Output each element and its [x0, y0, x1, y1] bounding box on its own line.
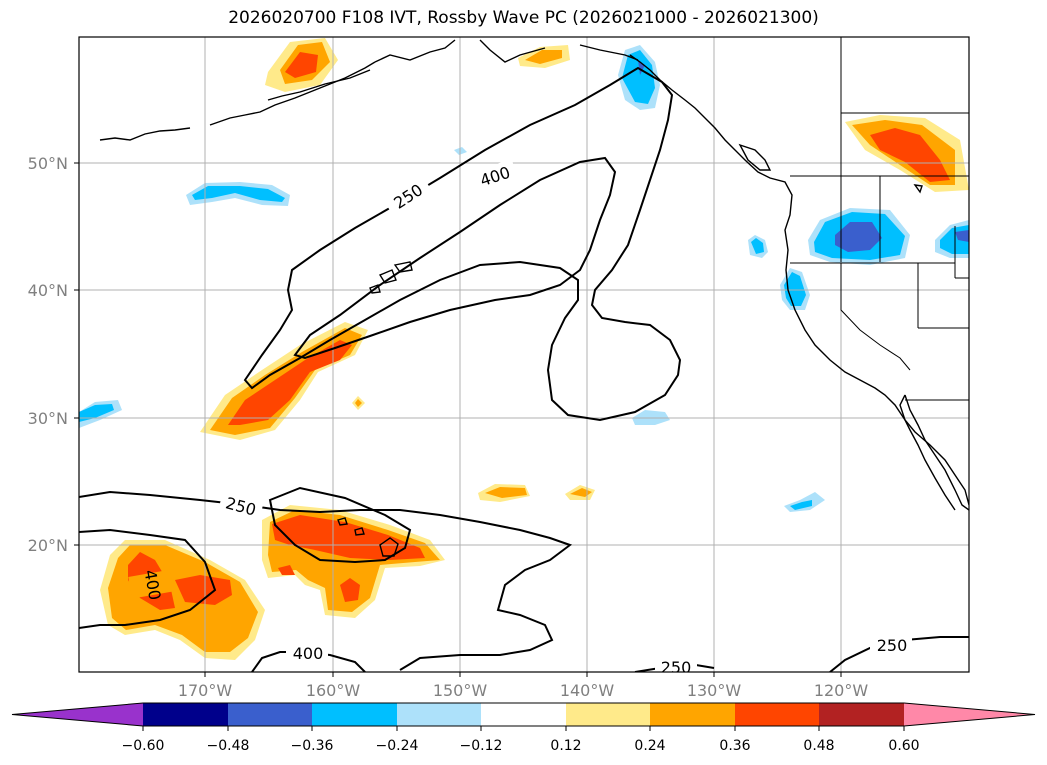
colorbar-segment-6 [566, 703, 650, 726]
lon-label-170w: 170°W [178, 681, 233, 700]
negative-anomalies [79, 45, 969, 512]
contour-label-250-bottom: 250 [661, 658, 692, 677]
contour-label-400-north: 400 [478, 163, 513, 191]
chart-title: 2026020700 F108 IVT, Rossby Wave PC (202… [228, 8, 819, 28]
lat-label-30n: 30°N [28, 409, 68, 428]
lon-label-150w: 150°W [433, 681, 488, 700]
lon-label-160w: 160°W [306, 681, 361, 700]
map-frame [78, 36, 970, 673]
colorbar-tick-label: −0.12 [460, 738, 503, 754]
lon-label-130w: 130°W [687, 681, 742, 700]
colorbar-segment-4 [397, 703, 481, 726]
contour-label-250-hawaii: 250 [224, 493, 258, 519]
colorbar-over-arrow [904, 703, 1035, 726]
colorbar: −0.60 −0.48 −0.36 −0.24 −0.12 0.12 0.24 … [11, 702, 1036, 754]
colorbar-under-arrow [12, 703, 143, 726]
colorbar-tick-label: −0.36 [291, 738, 334, 754]
lat-label-20n: 20°N [28, 536, 68, 555]
gridlines [79, 37, 969, 672]
colorbar-tick-label: 0.60 [888, 738, 919, 754]
colorbar-tick-label: −0.48 [207, 738, 250, 754]
colorbar-segment-9 [819, 703, 904, 726]
colorbar-tick-label: 0.12 [550, 738, 581, 754]
colorbar-segment-1 [143, 703, 228, 726]
lat-label-50n: 50°N [28, 154, 68, 173]
colorbar-segment-7 [650, 703, 735, 726]
contour-labels: 250 400 250 400 250 250 400 [128, 159, 912, 677]
axis-ticks [74, 162, 842, 677]
map-area: 250 400 250 400 250 250 400 [79, 37, 969, 677]
colorbar-segment-8 [735, 703, 819, 726]
colorbar-tick-label: 0.36 [719, 738, 750, 754]
colorbar-segment-2 [228, 703, 312, 726]
lat-label-40n: 40°N [28, 281, 68, 300]
contour-label-250-right: 250 [877, 636, 908, 655]
lon-labels: 170°W 160°W 150°W 140°W 130°W 120°W [178, 681, 869, 700]
contour-label-400-bottom: 400 [293, 644, 324, 663]
colorbar-tick-label: −0.24 [376, 738, 419, 754]
colorbar-tick-label: 0.24 [634, 738, 665, 754]
lon-label-140w: 140°W [560, 681, 615, 700]
colorbar-segment-3 [312, 703, 397, 726]
political-borders [790, 37, 969, 401]
colorbar-tick-label: 0.48 [803, 738, 834, 754]
colorbar-tick-label: −0.60 [122, 738, 165, 754]
colorbar-segment-5 [481, 703, 566, 726]
ivt-contours [79, 66, 969, 672]
coastlines [99, 39, 969, 557]
lon-label-120w: 120°W [814, 681, 869, 700]
lat-labels: 50°N 40°N 30°N 20°N [28, 154, 68, 555]
